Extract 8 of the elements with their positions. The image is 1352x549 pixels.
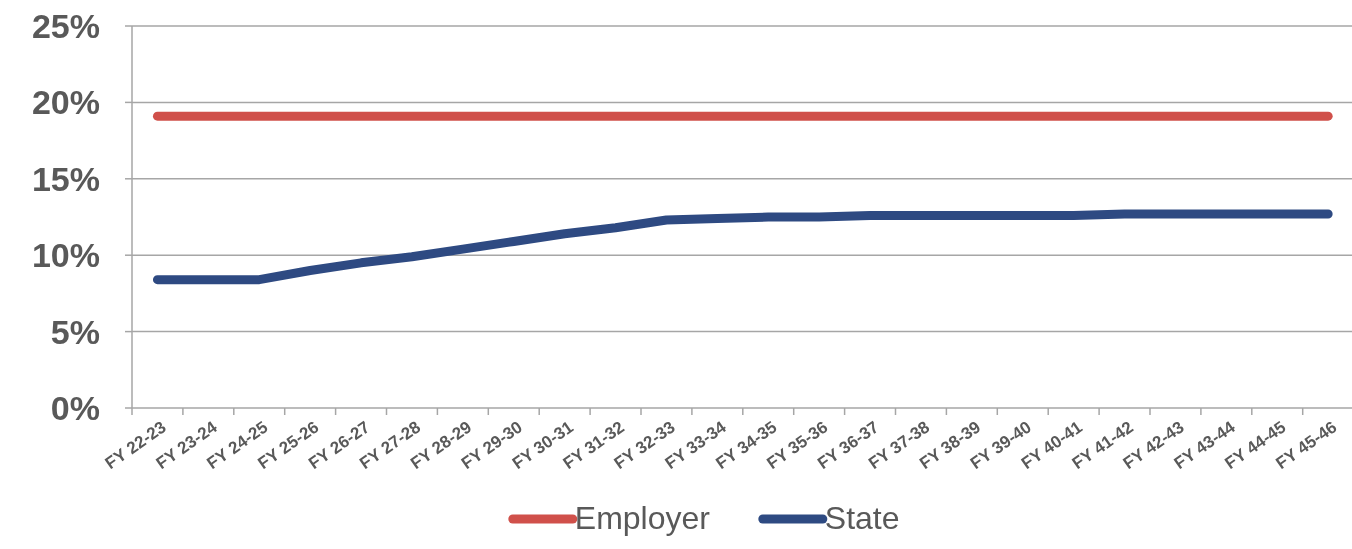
legend-label: State (824, 500, 900, 536)
y-tick-label: 0% (50, 388, 100, 427)
y-tick-label: 15% (31, 159, 100, 198)
y-tick-label: 10% (31, 236, 100, 275)
y-tick-label: 20% (31, 83, 100, 122)
y-tick-label: 25% (31, 6, 100, 45)
legend-label: Employer (574, 500, 711, 536)
y-tick-label: 5% (50, 312, 100, 351)
